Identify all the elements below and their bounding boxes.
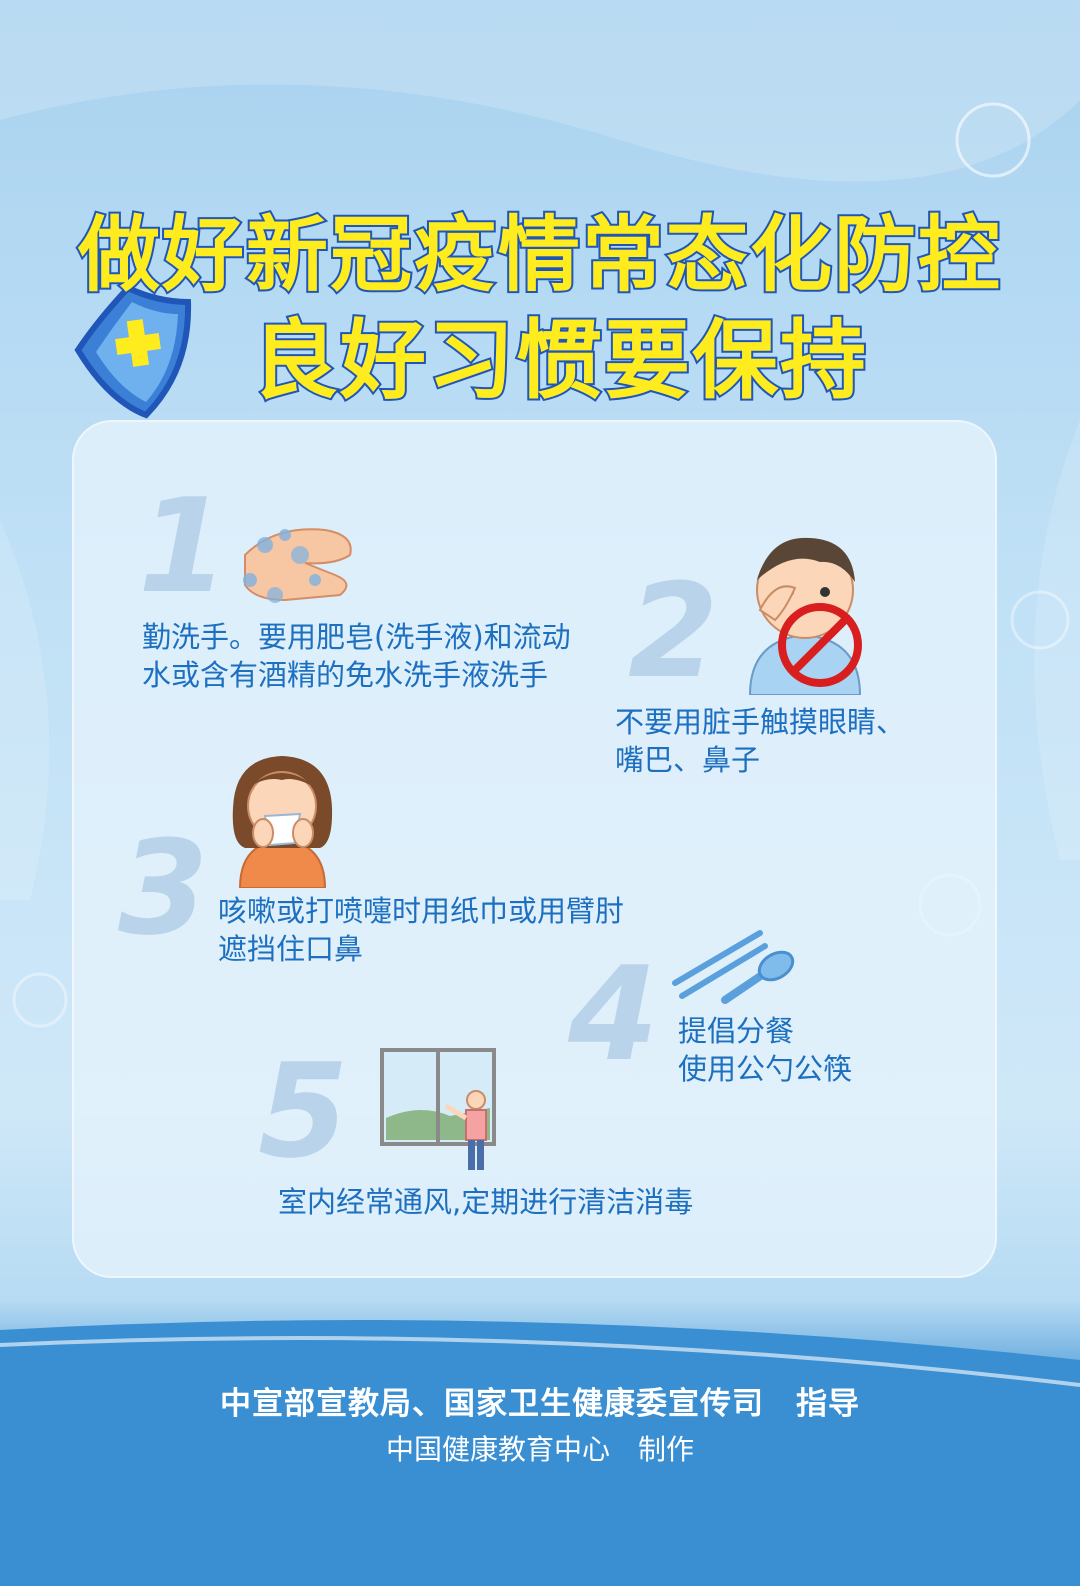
step-5-number: 5: [258, 1035, 349, 1187]
window-ventilation-icon: [380, 1048, 496, 1170]
step-5-text: 室内经常通风,定期进行清洁消毒: [278, 1183, 693, 1221]
step-1-line-2: 水或含有酒精的免水洗手液洗手: [142, 658, 549, 692]
no-touch-face-icon: [748, 537, 862, 695]
shield-cross-icon: [74, 284, 192, 419]
step-3-line-1: 咳嗽或打喷嚏时用纸巾或用臂肘: [218, 894, 625, 928]
title-line-2: 良好习惯要保持: [250, 309, 868, 413]
step-5-line-1: 室内经常通风,定期进行清洁消毒: [278, 1185, 694, 1219]
step-3-number: 3: [118, 812, 209, 964]
step-2-text: 不要用脏手触摸眼睛、 嘴巴、鼻子: [615, 703, 905, 779]
step-3-line-2: 遮挡住口鼻: [218, 932, 364, 966]
step-4-number: 4: [568, 938, 659, 1090]
step-4-line-1: 提倡分餐: [678, 1014, 795, 1048]
footer-guidance: 中宣部宣教局、国家卫生健康委宣传司 指导: [220, 1386, 860, 1422]
step-4-line-2: 使用公勺公筷: [678, 1052, 853, 1086]
step-2-line-2: 嘴巴、鼻子: [615, 743, 761, 777]
step-3-text: 咳嗽或打喷嚏时用纸巾或用臂肘 遮挡住口鼻: [218, 892, 624, 968]
step-1-text: 勤洗手。要用肥皂(洗手液)和流动 水或含有酒精的免水洗手液洗手: [142, 618, 571, 694]
step-4-text: 提倡分餐 使用公勺公筷: [678, 1012, 852, 1088]
footer-producer: 中国健康教育中心 制作: [385, 1433, 694, 1466]
step-2-line-1: 不要用脏手触摸眼睛、: [615, 705, 906, 739]
step-1-line-1: 勤洗手。要用肥皂(洗手液)和流动: [142, 620, 571, 654]
step-1-number: 1: [138, 470, 229, 622]
chopsticks-spoon-icon: [672, 930, 795, 1004]
hand-washing-icon: [243, 528, 352, 603]
title-line-1: 做好新冠疫情常态化防控: [76, 206, 1002, 305]
sneeze-tissue-icon: [232, 756, 333, 888]
step-2-number: 2: [628, 555, 719, 707]
